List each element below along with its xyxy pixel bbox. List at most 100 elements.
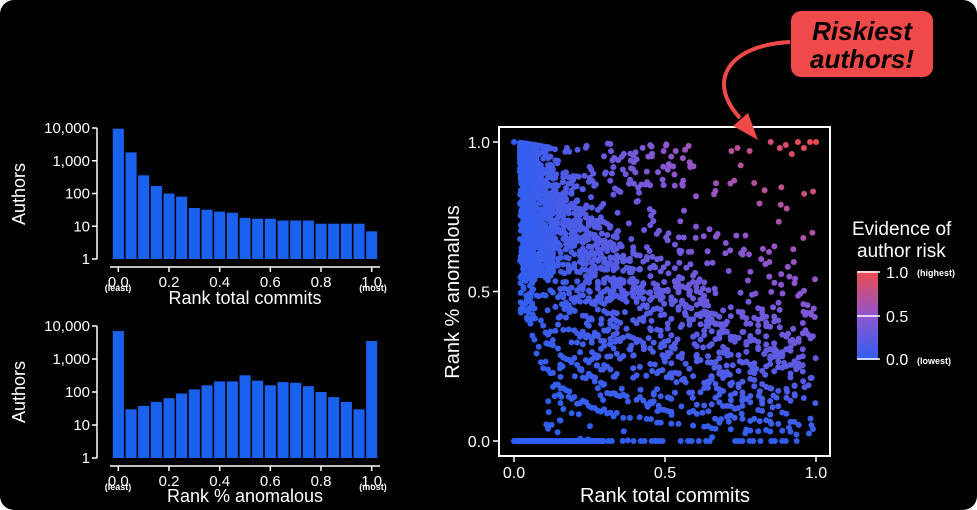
scatter-point	[655, 169, 661, 176]
scatter-point	[617, 319, 624, 326]
scatter-point	[647, 361, 654, 367]
histogram-bar	[290, 220, 302, 259]
scatter-point	[547, 233, 554, 240]
scatter-point	[559, 179, 566, 186]
scatter-point	[548, 162, 555, 169]
scatter-point	[790, 246, 797, 253]
scatter-point	[808, 422, 815, 428]
scatter-point	[699, 409, 706, 416]
scatter-point	[768, 288, 775, 295]
scatter-point	[661, 279, 668, 285]
scatter-point	[620, 414, 627, 421]
scatter-point	[799, 320, 806, 326]
colorbar-title-line1: Evidence of	[852, 219, 952, 240]
histogram-bar	[277, 220, 289, 259]
scatter-point	[570, 177, 577, 183]
histogram-bar	[252, 218, 264, 259]
scatter-point	[606, 341, 613, 348]
scatter-y-tick-label: 1.0	[468, 135, 490, 152]
scatter-point	[775, 364, 782, 371]
scatter-point	[766, 248, 772, 255]
scatter-point	[661, 300, 668, 307]
histogram-1-most-note: (most)	[359, 283, 387, 293]
colorbar-label-mid: 0.5	[886, 309, 908, 326]
scatter-point	[584, 332, 591, 339]
scatter-point	[787, 397, 794, 404]
scatter-point	[551, 393, 558, 400]
scatter-point	[812, 355, 819, 362]
histogram-bar	[201, 209, 213, 259]
scatter-point	[739, 312, 746, 319]
scatter-point	[716, 355, 723, 362]
scatter-point	[608, 310, 615, 317]
scatter-point	[571, 228, 578, 235]
scatter-point	[526, 258, 532, 265]
scatter-point	[577, 437, 584, 444]
scatter-point	[636, 414, 643, 421]
scatter-point	[695, 438, 702, 444]
scatter-point	[571, 299, 578, 305]
scatter-point	[746, 148, 753, 154]
scatter-point	[581, 172, 588, 179]
histogram-bar	[328, 223, 340, 259]
scatter-point	[619, 438, 626, 444]
scatter-point	[649, 348, 656, 355]
scatter-point	[571, 308, 578, 314]
scatter-point	[755, 322, 762, 329]
x-tick-label: 0.2	[159, 473, 180, 490]
scatter-point	[704, 384, 711, 391]
scatter-point	[712, 233, 719, 240]
scatter-point	[532, 191, 539, 198]
scatter-point	[795, 338, 802, 345]
scatter-point	[663, 374, 670, 381]
scatter-point	[624, 398, 631, 405]
scatter-point	[690, 295, 697, 302]
scatter-point	[627, 176, 633, 183]
scatter-point	[726, 412, 733, 419]
scatter-point	[582, 144, 589, 151]
scatter-point	[654, 408, 661, 415]
scatter-point	[671, 171, 678, 178]
scatter-point	[579, 245, 586, 252]
scatter-point	[787, 344, 794, 350]
scatter-point	[574, 361, 581, 368]
scatter-point	[672, 241, 678, 248]
scatter-point	[799, 368, 806, 375]
scatter-point	[693, 223, 699, 230]
scatter-point	[687, 162, 694, 169]
scatter-point	[660, 264, 667, 271]
scatter-point	[619, 166, 626, 173]
scatter-point	[767, 139, 774, 145]
scatter-point	[677, 438, 684, 444]
scatter-point	[563, 169, 569, 176]
scatter-point	[565, 217, 572, 224]
y-tick-label: 10	[73, 417, 90, 434]
scatter-point	[743, 348, 750, 355]
scatter-point	[703, 322, 710, 329]
histogram-2-most-note: (most)	[359, 482, 387, 492]
scatter-point	[773, 394, 780, 401]
scatter-x-tick-label: 0.0	[503, 465, 525, 482]
scatter-point	[799, 346, 806, 353]
scatter-point	[614, 209, 621, 216]
scatter-point	[761, 351, 768, 357]
scatter-point	[793, 438, 800, 444]
scatter-point	[545, 341, 552, 347]
scatter-point	[727, 380, 734, 387]
scatter-point	[547, 145, 554, 152]
scatter-point	[736, 358, 743, 365]
scatter-point	[634, 289, 641, 296]
scatter-point	[574, 287, 581, 294]
scatter-point	[552, 303, 559, 310]
scatter-point	[579, 286, 586, 293]
scatter-point	[610, 164, 617, 171]
scatter-point	[769, 404, 776, 411]
colorbar-label-low: 0.0	[886, 352, 908, 369]
scatter-point	[678, 403, 685, 410]
scatter-point	[613, 409, 620, 416]
scatter-point	[599, 366, 606, 373]
scatter-point	[566, 309, 573, 316]
scatter-point	[594, 333, 601, 340]
scatter-point	[738, 410, 745, 417]
colorbar-note-low: (lowest)	[917, 356, 951, 366]
